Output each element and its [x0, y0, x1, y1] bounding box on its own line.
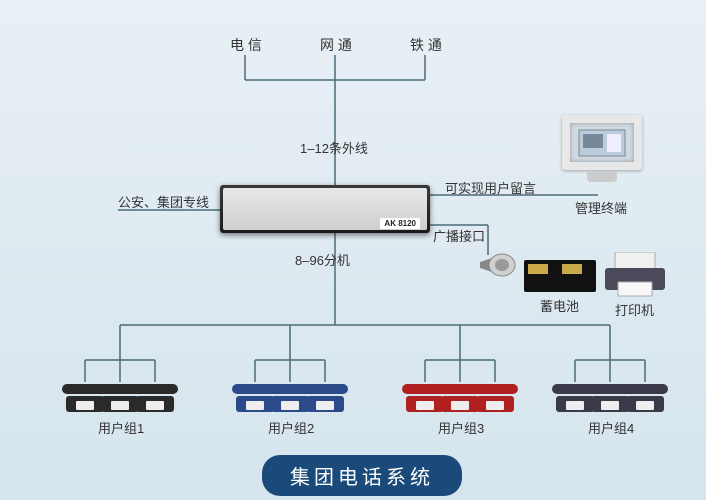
battery-2	[558, 260, 596, 292]
management-terminal	[562, 115, 642, 185]
ext-lines-label: 1–12条外线	[300, 138, 368, 157]
carrier-3: 铁 通	[410, 35, 442, 55]
extensions-label: 8–96分机	[295, 250, 350, 269]
phone-g2-3	[306, 384, 344, 412]
printer	[600, 252, 670, 297]
group-1-label: 用户组1	[98, 418, 144, 437]
broadcast-speaker	[478, 250, 518, 280]
diagram-canvas: { "carriers": { "c1": "电 信", "c2": "网 通"…	[0, 0, 706, 500]
phone-g3-3	[476, 384, 514, 412]
carrier-1: 电 信	[230, 35, 262, 55]
diagram-title: 集团电话系统	[262, 455, 462, 496]
terminal-label: 管理终端	[575, 198, 627, 217]
monitor-screen-icon	[577, 128, 627, 158]
phone-g1-3	[136, 384, 174, 412]
pbx-model: AK 8120	[380, 218, 420, 229]
broadcast-label: 广播接口	[433, 226, 485, 245]
battery-1	[524, 260, 562, 292]
battery-label: 蓄电池	[540, 296, 579, 315]
group-2-label: 用户组2	[268, 418, 314, 437]
special-line-label: 公安、集团专线	[118, 192, 209, 211]
group-4-label: 用户组4	[588, 418, 634, 437]
voicemail-label: 可实现用户留言	[445, 178, 536, 197]
pbx-unit: AK 8120	[220, 185, 430, 233]
printer-label: 打印机	[615, 300, 654, 319]
phone-g4-3	[626, 384, 664, 412]
group-3-label: 用户组3	[438, 418, 484, 437]
carrier-2: 网 通	[320, 35, 352, 55]
